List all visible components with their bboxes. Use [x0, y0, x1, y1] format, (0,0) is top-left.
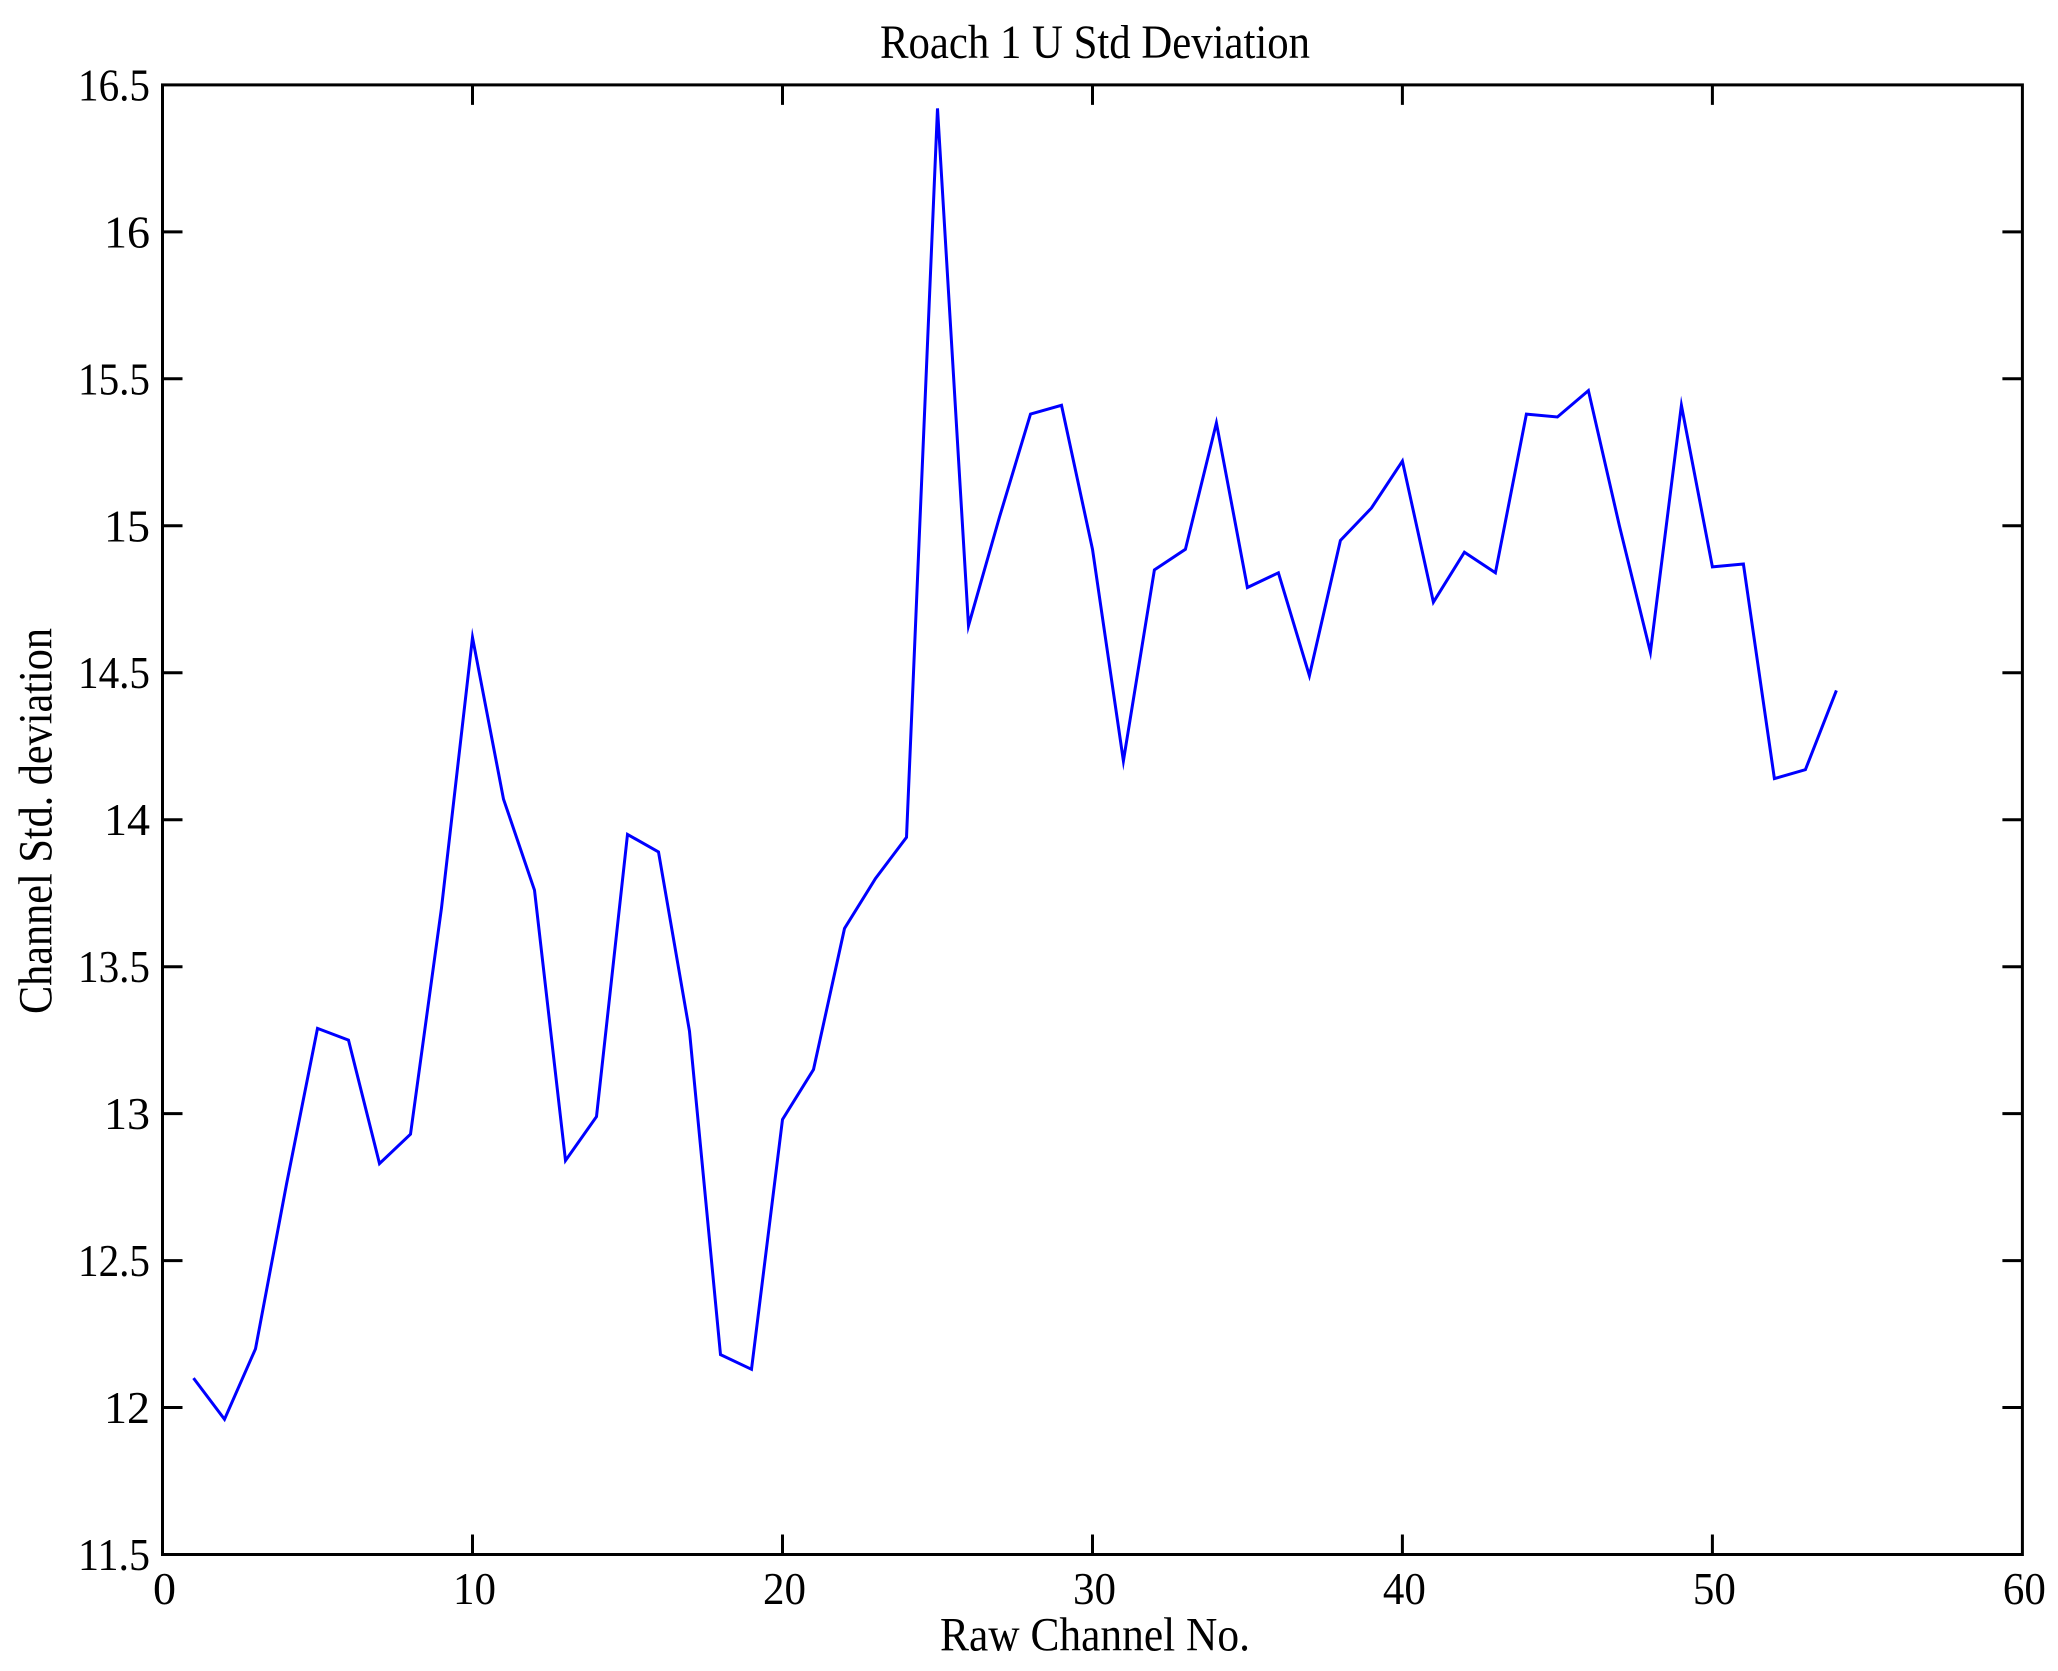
svg-text:13: 13: [104, 1088, 150, 1139]
svg-text:Raw Channel No.: Raw Channel No.: [940, 1609, 1250, 1662]
svg-text:40: 40: [1383, 1563, 1426, 1614]
svg-text:11.5: 11.5: [78, 1529, 150, 1580]
svg-text:15: 15: [104, 500, 150, 551]
svg-text:60: 60: [2003, 1563, 2046, 1614]
svg-text:13.5: 13.5: [78, 941, 150, 992]
svg-text:Roach 1 U Std Deviation: Roach 1 U Std Deviation: [880, 16, 1310, 69]
svg-text:12: 12: [104, 1382, 150, 1433]
svg-text:0: 0: [153, 1563, 176, 1614]
svg-text:14: 14: [104, 794, 150, 845]
svg-text:16.5: 16.5: [78, 59, 150, 110]
svg-text:14.5: 14.5: [78, 647, 150, 698]
svg-text:20: 20: [763, 1563, 806, 1614]
svg-text:12.5: 12.5: [78, 1235, 150, 1286]
svg-text:50: 50: [1693, 1563, 1736, 1614]
svg-text:15.5: 15.5: [78, 353, 150, 404]
svg-text:16: 16: [104, 206, 150, 257]
svg-text:30: 30: [1073, 1563, 1116, 1614]
svg-text:10: 10: [453, 1563, 496, 1614]
svg-text:Channel Std. deviation: Channel Std. deviation: [10, 628, 63, 1014]
